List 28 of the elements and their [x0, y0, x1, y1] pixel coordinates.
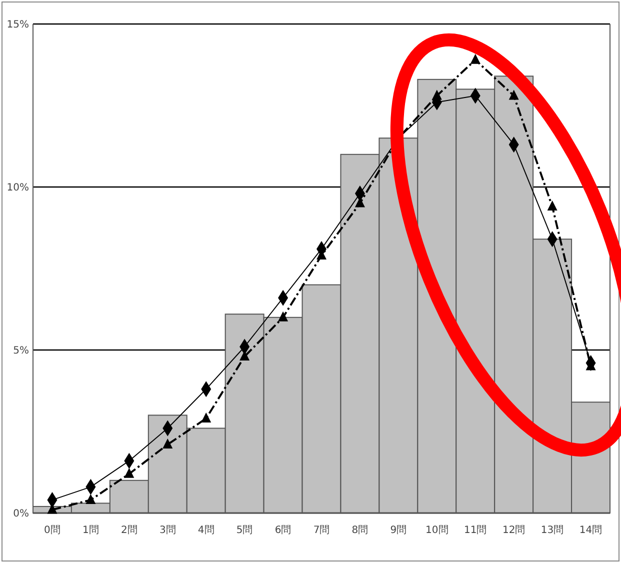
x-tick-label: 13問	[540, 525, 564, 536]
x-tick-label: 14問	[579, 525, 602, 536]
x-tick-label: 5問	[236, 525, 253, 536]
point	[162, 438, 173, 449]
x-tick-label: 6問	[274, 525, 292, 536]
x-tick-label: 1問	[82, 525, 99, 536]
x-tick-label: 2問	[120, 525, 138, 536]
point	[86, 494, 96, 504]
y-tick-label: 5%	[13, 346, 29, 356]
point	[124, 468, 134, 478]
x-tick-label: 11問	[464, 525, 487, 536]
y-tick-label: 15%	[6, 20, 29, 30]
x-tick-label: 8問	[352, 525, 368, 536]
y-tick-label: 10%	[6, 182, 29, 194]
x-tick-label: 9問	[390, 525, 407, 536]
x-tick-label: 4問	[198, 525, 214, 536]
x-tick-label: 3問	[159, 525, 176, 536]
x-tick-label: 0問	[44, 525, 60, 536]
x-tick-label: 12問	[502, 525, 526, 536]
point	[470, 54, 480, 64]
point	[432, 90, 442, 100]
point	[201, 412, 212, 422]
x-tick-label: 10問	[426, 525, 448, 536]
point	[547, 200, 558, 211]
point	[508, 90, 519, 100]
point	[278, 311, 288, 322]
y-tick-label: 0%	[13, 508, 29, 520]
x-tick-label: 7問	[313, 525, 330, 536]
